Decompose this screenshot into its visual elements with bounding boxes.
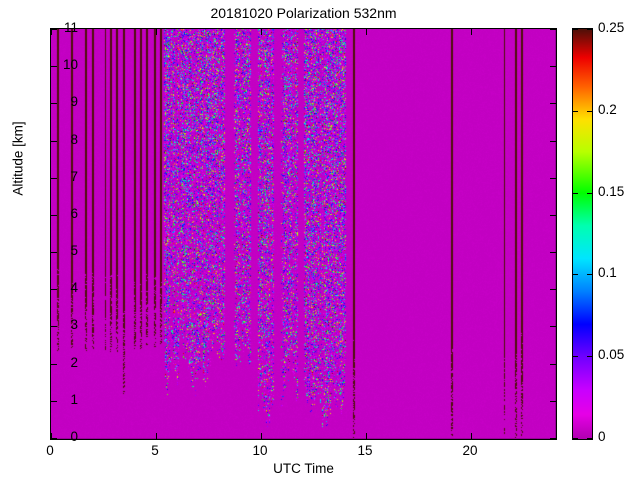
- colorbar-tick-0.05: [587, 356, 592, 358]
- x-axis-title: UTC Time: [273, 461, 334, 476]
- x-tick-20: [471, 29, 472, 35]
- x-tick-label-5: 5: [151, 443, 159, 458]
- y-tick-1: [51, 400, 57, 402]
- y-tick-label-6: 6: [70, 205, 78, 221]
- x-tick-5: [156, 433, 157, 439]
- y-tick-3: [550, 326, 556, 328]
- colorbar-tick-label-0.1: 0.1: [598, 265, 617, 281]
- colorbar-tick-0.2: [573, 110, 578, 112]
- y-tick-5: [51, 252, 57, 254]
- x-tick-0: [51, 433, 52, 439]
- x-tick-20: [471, 433, 472, 439]
- y-tick-8: [550, 140, 556, 142]
- y-tick-label-1: 1: [70, 391, 78, 407]
- y-tick-1: [550, 400, 556, 402]
- y-tick-2: [550, 363, 556, 365]
- x-tick-label-15: 15: [357, 443, 373, 458]
- y-tick-3: [51, 326, 57, 328]
- page-title: 20181020 Polarization 532nm: [210, 5, 397, 21]
- y-tick-4: [550, 289, 556, 291]
- colorbar-tick-label-0.05: 0.05: [598, 347, 625, 363]
- y-tick-label-8: 8: [70, 131, 78, 147]
- y-tick-6: [51, 214, 57, 216]
- colorbar-tick-label-0.2: 0.2: [598, 101, 617, 117]
- y-tick-label-11: 11: [63, 20, 78, 35]
- colorbar-tick-0.15: [587, 192, 592, 194]
- plot-area[interactable]: [50, 28, 557, 440]
- y-tick-label-3: 3: [70, 317, 78, 333]
- colorbar-tick-0: [587, 438, 592, 439]
- y-tick-0: [51, 438, 57, 439]
- y-tick-label-5: 5: [70, 243, 78, 259]
- x-tick-label-20: 20: [462, 443, 478, 458]
- y-tick-0: [550, 438, 556, 439]
- y-tick-label-7: 7: [70, 168, 78, 184]
- y-tick-7: [51, 177, 57, 179]
- colorbar-tick-0.25: [587, 29, 592, 30]
- y-axis-title: Altitude [km]: [10, 121, 26, 196]
- y-tick-label-9: 9: [70, 94, 78, 110]
- colorbar-tick-0.05: [573, 356, 578, 358]
- y-tick-10: [550, 66, 556, 68]
- colorbar-tick-0.15: [573, 192, 578, 194]
- y-tick-label-10: 10: [62, 57, 78, 73]
- colorbar-tick-label-0.25: 0.25: [598, 20, 625, 35]
- x-tick-15: [366, 29, 367, 35]
- y-tick-9: [550, 103, 556, 105]
- colorbar-gradient: [573, 29, 592, 439]
- y-tick-10: [51, 66, 57, 68]
- y-tick-7: [550, 177, 556, 179]
- colorbar-tick-0.1: [587, 274, 592, 276]
- x-tick-5: [156, 29, 157, 35]
- colorbar-tick-0.2: [587, 110, 592, 112]
- y-tick-label-4: 4: [70, 280, 78, 296]
- y-tick-6: [550, 214, 556, 216]
- colorbar[interactable]: [572, 28, 593, 440]
- x-tick-10: [261, 433, 262, 439]
- y-tick-9: [51, 103, 57, 105]
- colorbar-tick-0.25: [573, 29, 578, 30]
- colorbar-tick-label-0.15: 0.15: [598, 183, 625, 199]
- x-tick-10: [261, 29, 262, 35]
- y-tick-4: [51, 289, 57, 291]
- y-tick-11: [51, 29, 57, 30]
- y-tick-8: [51, 140, 57, 142]
- colorbar-tick-label-0: 0: [598, 429, 606, 444]
- y-tick-2: [51, 363, 57, 365]
- colorbar-tick-0: [573, 438, 578, 439]
- y-tick-label-2: 2: [70, 354, 78, 370]
- x-tick-0: [51, 29, 52, 35]
- x-tick-label-10: 10: [252, 443, 268, 458]
- y-tick-11: [550, 29, 556, 30]
- colorbar-tick-0.1: [573, 274, 578, 276]
- y-tick-label-0: 0: [70, 429, 78, 444]
- x-tick-label-0: 0: [46, 443, 54, 458]
- heatmap-canvas: [51, 29, 555, 438]
- x-tick-15: [366, 433, 367, 439]
- y-tick-5: [550, 252, 556, 254]
